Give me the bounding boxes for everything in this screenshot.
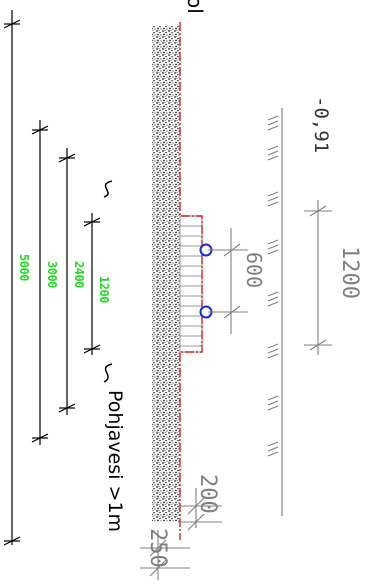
section-outline-red [179,22,203,540]
groundwater-note: Pohjavesi >1m [104,390,126,533]
dim-text-2400: 2400 [72,261,86,288]
dim-text-600: 600 [242,252,266,289]
dim-text-3000: 3000 [45,261,59,288]
s-break-icon [103,363,113,383]
level-value: -0,91 [310,96,332,154]
dim-text-1200: 1200 [97,276,111,303]
top-fragment-label: ol [183,0,207,14]
dim-text-250: 250 [145,528,170,568]
dim-text-5000: 5000 [17,254,31,281]
dimension-lines-black [3,10,101,546]
dimension-lines-grey [140,200,332,580]
s-break-icon [103,180,113,198]
subsoil-hatching [267,108,283,516]
drain-trench [179,215,203,353]
dim-text-200: 200 [195,474,220,514]
dim-text-1200-trench: 1200 [337,246,362,299]
gravel-layer [152,26,180,522]
